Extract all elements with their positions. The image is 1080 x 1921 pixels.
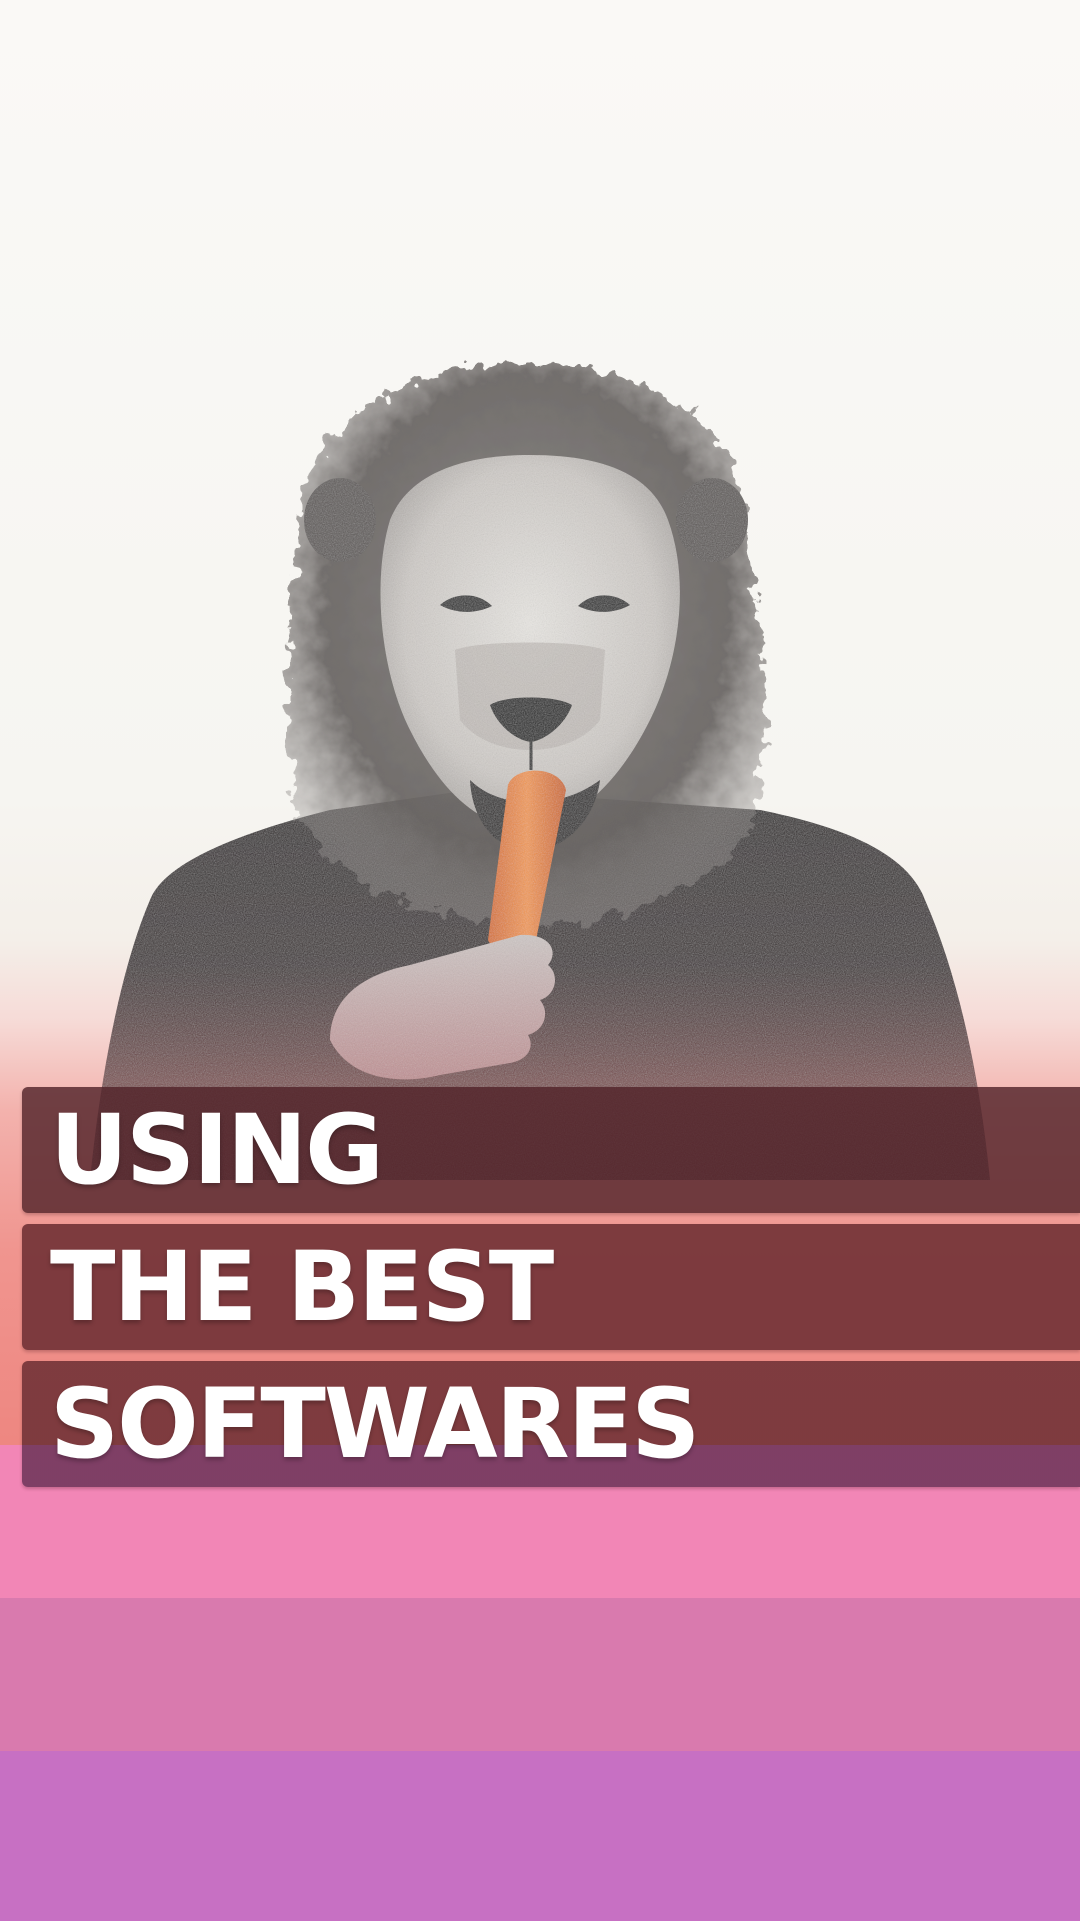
lion-face [380, 455, 680, 852]
headline-bar-2: THE BEST [22, 1224, 1080, 1350]
headline-line-2: THE BEST [50, 1231, 554, 1343]
carrot [488, 770, 566, 952]
stripe-purple [0, 1751, 1080, 1921]
headline-bar-3: SOFTWARES [22, 1361, 1080, 1487]
right-ear [676, 478, 748, 562]
headline-bar-1: USING [22, 1087, 1080, 1213]
headline-line-3: SOFTWARES [50, 1368, 700, 1480]
hand [330, 934, 555, 1080]
headline-line-1: USING [50, 1094, 384, 1206]
stripe-rose [0, 1598, 1080, 1751]
left-ear [304, 478, 376, 562]
